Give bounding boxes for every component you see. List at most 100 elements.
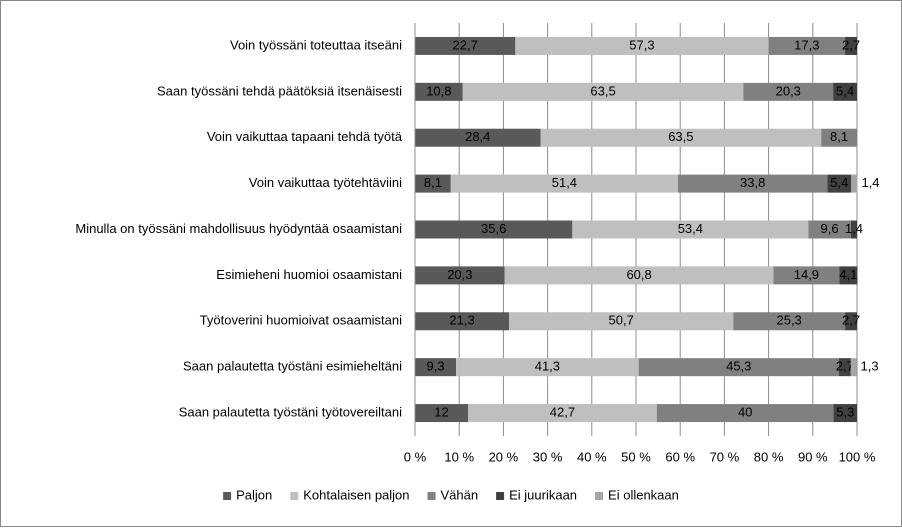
legend-label: Paljon bbox=[236, 487, 272, 502]
bar-segment bbox=[677, 174, 828, 193]
x-tick-label: 30 % bbox=[533, 449, 563, 464]
bar-segment bbox=[833, 82, 857, 101]
bar-segment bbox=[415, 128, 541, 147]
data-label: 33,8 bbox=[740, 175, 765, 190]
category-label: Saan palautetta työstäni esimieheltäni bbox=[183, 359, 402, 374]
data-label: 22,7 bbox=[453, 37, 478, 52]
bar-segment bbox=[504, 266, 774, 285]
bar-segment bbox=[851, 174, 858, 193]
bar-segment bbox=[462, 82, 744, 101]
data-label: 9,3 bbox=[427, 359, 445, 374]
bar-segment bbox=[656, 404, 834, 423]
bar-segment bbox=[638, 358, 839, 377]
x-tick-label: 20 % bbox=[489, 449, 519, 464]
bar-segment bbox=[773, 266, 840, 285]
data-label: 8,1 bbox=[424, 175, 442, 190]
data-label: 28,4 bbox=[465, 129, 490, 144]
bar-segment bbox=[850, 220, 857, 239]
data-label: 51,4 bbox=[552, 175, 577, 190]
data-label: 42,7 bbox=[550, 404, 575, 419]
bar-segment bbox=[456, 358, 639, 377]
data-label: 10,8 bbox=[426, 83, 451, 98]
bar-segment bbox=[733, 312, 846, 331]
x-tick-label: 60 % bbox=[665, 449, 695, 464]
bar-segment bbox=[415, 36, 516, 55]
bar-segment bbox=[415, 358, 457, 377]
data-label: 57,3 bbox=[629, 37, 654, 52]
legend-swatch bbox=[223, 492, 232, 500]
category-label: Saan palautetta työstäni työtovereiltani bbox=[179, 404, 402, 419]
data-label: 9,6 bbox=[821, 221, 839, 236]
data-label: 60,8 bbox=[626, 267, 651, 282]
data-label: 20,3 bbox=[776, 83, 801, 98]
legend-swatch bbox=[290, 492, 299, 500]
data-label: 45,3 bbox=[726, 359, 751, 374]
bar-segment bbox=[468, 404, 657, 423]
x-tick-label: 100 % bbox=[839, 449, 876, 464]
data-label: 63,5 bbox=[668, 129, 693, 144]
data-label: 41,3 bbox=[535, 359, 560, 374]
category-label: Esimieheni huomioi osaamistani bbox=[216, 267, 402, 282]
legend-swatch bbox=[496, 492, 505, 500]
bar-segment bbox=[540, 128, 822, 147]
bar-segment bbox=[839, 266, 858, 285]
bar-segment bbox=[850, 358, 857, 377]
bar-segment bbox=[415, 266, 505, 285]
legend-swatch bbox=[427, 492, 436, 500]
data-label: 1,4 bbox=[861, 175, 879, 190]
x-tick-label: 70 % bbox=[710, 449, 740, 464]
bar-segment bbox=[821, 128, 857, 147]
bar-segment bbox=[768, 36, 846, 55]
x-tick-label: 0 % bbox=[404, 449, 427, 464]
bar-segment bbox=[808, 220, 851, 239]
bar-segment bbox=[743, 82, 834, 101]
data-label: 25,3 bbox=[776, 313, 801, 328]
bar-segment bbox=[415, 404, 469, 423]
legend-label: Ei ollenkaan bbox=[608, 487, 679, 502]
data-label: 14,9 bbox=[794, 267, 819, 282]
data-label: 1,3 bbox=[861, 359, 879, 374]
data-label: 17,3 bbox=[794, 37, 819, 52]
legend-label: Vähän bbox=[441, 487, 479, 502]
data-label: 50,7 bbox=[609, 313, 634, 328]
x-tick-label: 50 % bbox=[621, 449, 651, 464]
bar-segment bbox=[833, 404, 857, 423]
data-label: 63,5 bbox=[590, 83, 615, 98]
data-label: 21,3 bbox=[449, 313, 474, 328]
bar-segment bbox=[572, 220, 809, 239]
bar-segment bbox=[845, 36, 857, 55]
x-tick-label: 80 % bbox=[754, 449, 784, 464]
data-label: 2,7 bbox=[842, 313, 860, 328]
bar-segment bbox=[827, 174, 852, 193]
bar-segment bbox=[450, 174, 678, 193]
data-label: 2,7 bbox=[842, 37, 860, 52]
x-tick-label: 10 % bbox=[444, 449, 474, 464]
data-label: 20,3 bbox=[447, 267, 472, 282]
bar-segment bbox=[515, 36, 769, 55]
bar-segment bbox=[415, 220, 573, 239]
legend-label: Kohtalaisen paljon bbox=[303, 487, 409, 502]
bar-segment bbox=[838, 358, 851, 377]
data-label: 8,1 bbox=[830, 129, 848, 144]
category-label: Minulla on työssäni mahdollisuus hyödynt… bbox=[75, 221, 402, 236]
data-label: 5,3 bbox=[836, 404, 854, 419]
category-label: Työtoverini huomioivat osaamistani bbox=[200, 313, 402, 328]
data-label: 53,4 bbox=[678, 221, 703, 236]
data-label: 5,4 bbox=[830, 175, 848, 190]
data-label: 4,1 bbox=[839, 267, 857, 282]
legend-label: Ei juurikaan bbox=[509, 487, 577, 502]
category-label: Voin vaikuttaa tapaani tehdä työtä bbox=[207, 129, 403, 144]
bar-segment bbox=[415, 82, 463, 101]
data-label: 1,4 bbox=[845, 221, 863, 236]
data-label: 40 bbox=[738, 404, 752, 419]
category-label: Saan työssäni tehdä päätöksiä itsenäises… bbox=[157, 83, 402, 98]
data-label: 35,6 bbox=[481, 221, 506, 236]
bar-segment bbox=[415, 312, 510, 331]
bar-segment bbox=[509, 312, 734, 331]
data-label: 5,4 bbox=[836, 83, 854, 98]
data-label: 12 bbox=[434, 404, 448, 419]
bar-segment bbox=[415, 174, 451, 193]
x-tick-label: 90 % bbox=[798, 449, 828, 464]
